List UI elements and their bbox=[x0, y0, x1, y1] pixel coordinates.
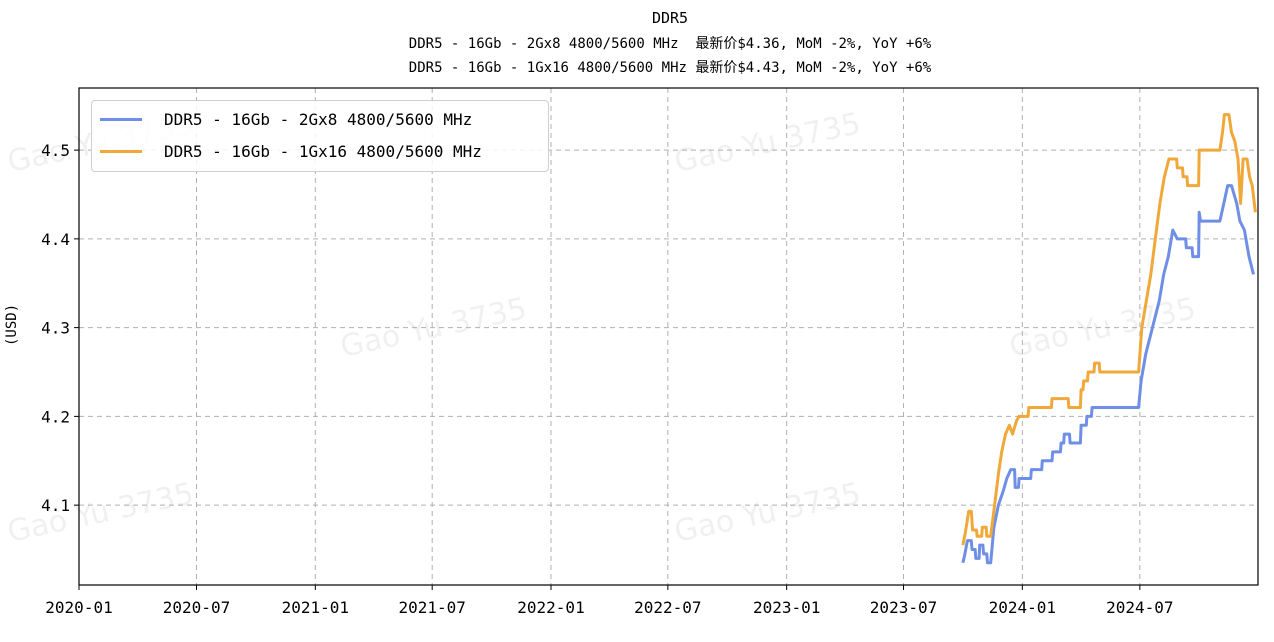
legend-label-1gx16: DDR5 - 16Gb - 1Gx16 4800/5600 MHz bbox=[164, 141, 482, 161]
x-tick-label: 2020-01 bbox=[45, 598, 112, 617]
x-tick-label: 2023-07 bbox=[870, 598, 937, 617]
y-tick-label: 4.1 bbox=[41, 496, 70, 515]
legend-entry-2gx8: DDR5 - 16Gb - 2Gx8 4800/5600 MHz bbox=[100, 109, 472, 129]
watermark-text: Gao Yu 3735 bbox=[4, 476, 196, 550]
x-tick-label: 2024-01 bbox=[989, 598, 1056, 617]
chart-subtitle-1: DDR5 - 16Gb - 2Gx8 4800/5600 MHz 最新价$4.3… bbox=[408, 36, 932, 52]
series-layer bbox=[961, 113, 1257, 565]
legend-swatch-1gx16 bbox=[100, 149, 142, 153]
y-axis: 4.1 4.2 4.3 4.4 4.5 bbox=[41, 141, 79, 515]
y-tick-label: 4.2 bbox=[41, 407, 70, 426]
x-tick-label: 2021-07 bbox=[398, 598, 465, 617]
x-tick-label: 2021-01 bbox=[282, 598, 349, 617]
watermark-text: Gao Yu 3735 bbox=[671, 106, 863, 180]
x-tick-label: 2022-01 bbox=[517, 598, 584, 617]
legend-label-2gx8: DDR5 - 16Gb - 2Gx8 4800/5600 MHz bbox=[164, 109, 473, 129]
x-tick-label: 2024-07 bbox=[1106, 598, 1173, 617]
y-tick-label: 4.5 bbox=[41, 141, 70, 160]
plot-frame bbox=[78, 87, 1259, 586]
x-tick-label: 2020-07 bbox=[163, 598, 230, 617]
series-line-1gx16 bbox=[961, 113, 1257, 546]
y-tick-label: 4.4 bbox=[41, 230, 70, 249]
watermark-text: Gao Yu 3735 bbox=[671, 476, 863, 550]
legend-swatch-2gx8 bbox=[100, 117, 142, 121]
chart-subtitle-2: DDR5 - 16Gb - 1Gx16 4800/5600 MHz 最新价$4.… bbox=[408, 60, 932, 76]
y-tick-label: 4.3 bbox=[41, 319, 70, 338]
x-axis: 2020-01 2020-07 2021-01 2021-07 2022-01 2022-… bbox=[45, 585, 1174, 617]
x-tick-label: 2022-07 bbox=[634, 598, 701, 617]
x-tick-label: 2023-01 bbox=[753, 598, 820, 617]
legend-entry-1gx16: DDR5 - 16Gb - 1Gx16 4800/5600 MHz bbox=[100, 141, 482, 161]
chart-title: DDR5 bbox=[651, 9, 689, 27]
y-axis-label: (USD) bbox=[4, 303, 20, 346]
series-line-2gx8 bbox=[961, 184, 1255, 565]
legend: DDR5 - 16Gb - 2Gx8 4800/5600 MHz DDR5 - … bbox=[91, 100, 549, 172]
